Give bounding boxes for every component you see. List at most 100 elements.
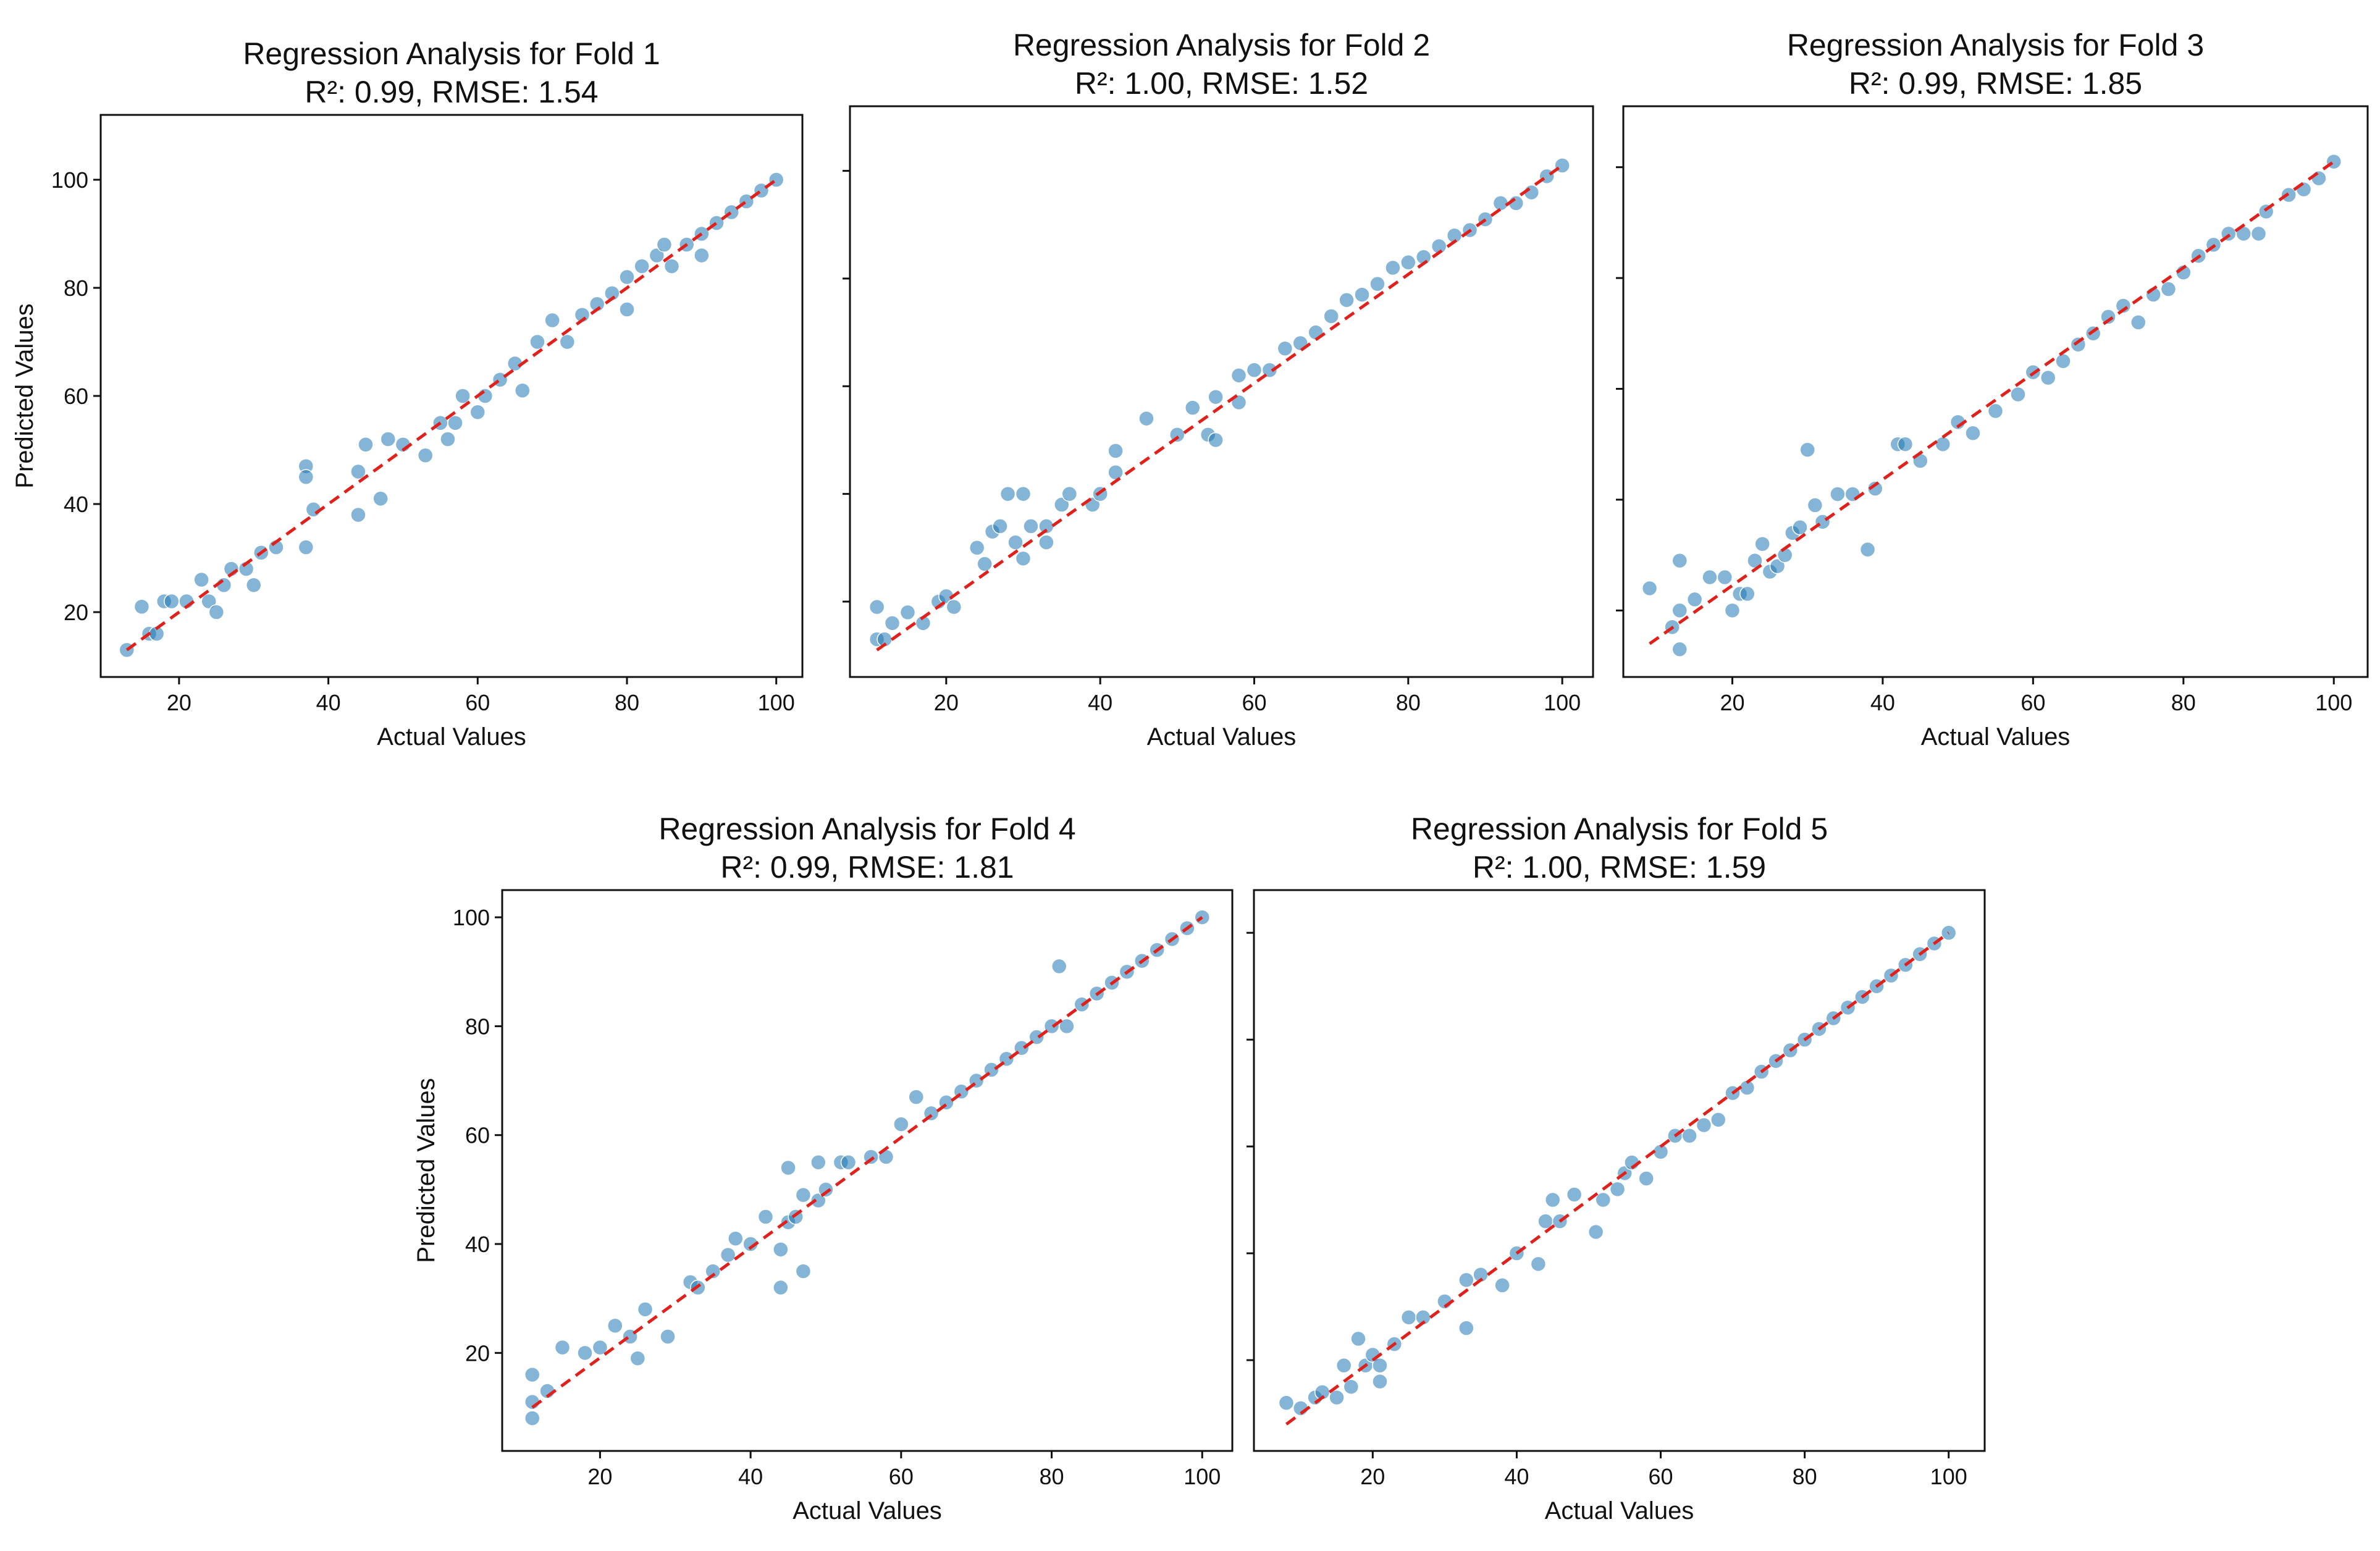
chart-title: Regression Analysis for Fold 4 [658, 812, 1075, 846]
scatter-point [2160, 281, 2177, 297]
reference-line [1285, 931, 1950, 1426]
scatter-point [1015, 485, 1032, 502]
scatter-point [663, 258, 680, 274]
scatter-point [884, 615, 901, 631]
scatter-point [1859, 541, 1876, 558]
scatter-points [119, 172, 784, 658]
x-tick-label: 40 [316, 690, 341, 715]
scatter-point [1530, 1256, 1547, 1272]
panel-fold-4: Regression Analysis for Fold 4 R²: 0.99, … [413, 812, 1234, 1524]
scatter-point [1108, 464, 1124, 481]
scatter-point [193, 571, 209, 588]
x-tick-label: 100 [758, 690, 795, 715]
scatter-point [619, 301, 635, 317]
panel-fold-2: Regression Analysis for Fold 2 R²: 1.00, … [843, 28, 1594, 750]
x-tick-label: 100 [1184, 1464, 1221, 1489]
scatter-point [1023, 518, 1039, 534]
chart-title: Regression Analysis for Fold 3 [1787, 28, 2204, 62]
scatter-point [2055, 353, 2071, 369]
scatter-point [577, 1345, 593, 1361]
y-tick-label: 60 [465, 1123, 490, 1148]
y-axis-label: Predicted Values [413, 1078, 440, 1263]
scatter-point [417, 447, 434, 463]
scatter-point [1208, 432, 1224, 448]
y-axis-label: Predicted Values [11, 303, 38, 488]
chart-subtitle: R²: 0.99, RMSE: 1.54 [305, 75, 598, 109]
scatter-point [544, 312, 560, 329]
scatter-point [515, 382, 531, 398]
scatter-point [656, 237, 673, 253]
scatter-point [2100, 309, 2116, 325]
y-tick-label: 100 [51, 167, 88, 193]
scatter-point [2130, 314, 2147, 330]
scatter-point [629, 1350, 646, 1366]
scatter-point [2040, 369, 2056, 386]
scatter-point [1724, 602, 1741, 619]
reference-line [125, 178, 778, 652]
scatter-point [1710, 1112, 1726, 1128]
x-tick-label: 20 [1720, 690, 1744, 715]
scatter-points [1278, 925, 1957, 1416]
scatter-point [133, 599, 150, 615]
scatter-point [1138, 410, 1154, 427]
scatter-point [1897, 436, 1914, 452]
scatter-point [1867, 481, 1883, 497]
reference-line [531, 916, 1203, 1409]
scatter-point [1641, 580, 1658, 597]
scatter-point [1671, 602, 1688, 619]
scatter-point [1350, 1330, 1366, 1347]
scatter-point [977, 556, 993, 572]
chart-subtitle: R²: 1.00, RMSE: 1.59 [1473, 850, 1766, 885]
chart-subtitle: R²: 0.99, RMSE: 1.81 [720, 850, 1014, 885]
x-tick-label: 40 [1870, 690, 1895, 715]
scatter-point [694, 247, 710, 264]
x-tick-label: 100 [1544, 690, 1581, 715]
scatter-point [298, 469, 314, 485]
scatter-point [2085, 326, 2101, 342]
y-tick-label: 40 [465, 1232, 490, 1257]
scatter-point [2115, 298, 2132, 314]
scatter-point [840, 1154, 857, 1171]
scatter-point [1686, 591, 1703, 608]
x-tick-label: 60 [889, 1464, 914, 1489]
scatter-point [1987, 403, 2004, 419]
x-tick-label: 80 [1040, 1464, 1064, 1489]
scatter-point [773, 1242, 789, 1258]
scatter-point [1702, 569, 1718, 586]
scatter-point [1339, 292, 1355, 308]
scatter-point [604, 285, 620, 301]
scatter-point [559, 334, 576, 350]
scatter-point [529, 334, 545, 350]
scatter-point [1400, 1309, 1417, 1326]
x-tick-label: 20 [167, 690, 191, 715]
scatter-point [1792, 519, 1808, 536]
scatter-point [780, 1159, 796, 1176]
x-tick-label: 20 [587, 1464, 612, 1489]
scatter-point [1335, 1357, 1352, 1374]
plot-frame [1253, 889, 1986, 1452]
scatter-point [1054, 497, 1070, 513]
scatter-point [1717, 569, 1733, 586]
scatter-point [1844, 486, 1861, 502]
scatter-point [992, 518, 1008, 534]
y-tick-label: 60 [64, 384, 88, 409]
x-axis-label: Actual Values [1147, 723, 1297, 750]
y-tick-label: 20 [465, 1340, 490, 1366]
chart-title: Regression Analysis for Fold 2 [1013, 28, 1430, 62]
scatter-point [1638, 1171, 1654, 1187]
scatter-point [358, 437, 374, 453]
chart-subtitle: R²: 0.99, RMSE: 1.85 [1849, 66, 2142, 101]
x-tick-label: 40 [738, 1464, 763, 1489]
x-tick-label: 80 [1793, 1464, 1817, 1489]
scatter-point [1807, 497, 1823, 513]
reference-line [1649, 160, 2335, 645]
scatter-point [1372, 1357, 1388, 1374]
x-axis-label: Actual Values [1545, 1497, 1694, 1524]
scatter-point [1015, 550, 1032, 566]
scatter-point [810, 1154, 826, 1171]
scatter-point [440, 431, 456, 447]
x-tick-label: 60 [1648, 1464, 1673, 1489]
scatter-point [201, 593, 217, 610]
scatter-point [1051, 958, 1067, 975]
plot-frame [501, 889, 1234, 1452]
